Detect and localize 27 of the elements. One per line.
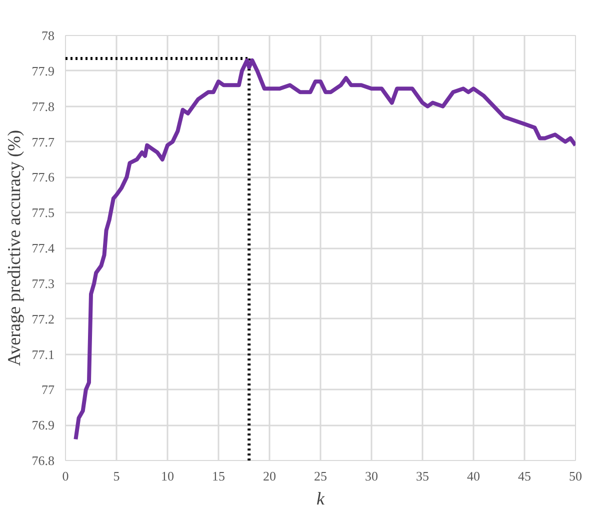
x-tick-label: 5	[113, 468, 120, 484]
x-tick-label: 0	[62, 468, 69, 484]
x-tick-label: 40	[467, 468, 480, 484]
x-tick-label: 15	[212, 468, 225, 484]
y-tick-label: 77.3	[32, 276, 54, 291]
x-tick-label: 30	[365, 468, 378, 484]
x-tick-label: 20	[263, 468, 276, 484]
x-tick-label: 45	[518, 468, 531, 484]
y-tick-label: 77	[42, 382, 55, 398]
y-tick-label: 77.8	[32, 98, 54, 114]
y-tick-label: 77.1	[32, 346, 54, 362]
y-tick-label: 77.6	[32, 170, 55, 185]
y-tick-label: 77.4	[32, 240, 55, 256]
y-tick-label: 77.9	[32, 63, 54, 78]
y-tick-label: 77.7	[32, 134, 55, 150]
x-tick-label: 25	[314, 468, 327, 484]
y-tick-label: 78	[42, 28, 54, 43]
y-tick-label: 76.9	[32, 418, 54, 433]
x-axis-title: k	[316, 488, 326, 508]
x-tick-label: 35	[416, 468, 429, 484]
line-series	[74, 58, 576, 442]
y-axis-title: Average predictive accuracy (%)	[4, 130, 24, 366]
x-tick-label: 50	[569, 468, 582, 484]
x-tick-label: 10	[161, 468, 174, 484]
y-tick-label: 77.2	[32, 311, 54, 326]
y-tick-label: 76.8	[32, 453, 54, 468]
y-tick-label: 77.5	[32, 205, 54, 220]
